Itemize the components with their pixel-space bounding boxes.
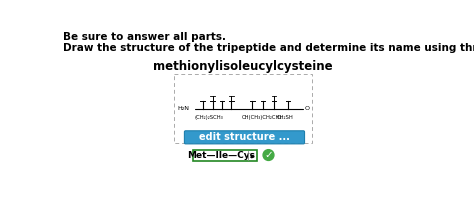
Text: CH(CH₃)CH₂CH₃: CH(CH₃)CH₂CH₃ [241, 115, 282, 120]
Text: edit structure ...: edit structure ... [199, 132, 290, 142]
Text: O: O [305, 106, 310, 111]
Text: ▾: ▾ [250, 151, 254, 160]
FancyBboxPatch shape [193, 150, 257, 161]
Circle shape [263, 150, 274, 160]
Text: CH₂SH: CH₂SH [277, 115, 294, 120]
Text: H₂N: H₂N [177, 106, 190, 111]
Text: (CH₂)₂SCH₃: (CH₂)₂SCH₃ [194, 115, 223, 120]
FancyBboxPatch shape [184, 131, 304, 144]
Text: methionylisoleucylcysteine: methionylisoleucylcysteine [153, 59, 333, 73]
Text: Met—Ile—Cys: Met—Ile—Cys [187, 151, 255, 160]
Text: Be sure to answer all parts.: Be sure to answer all parts. [63, 32, 226, 42]
Text: ✓: ✓ [264, 150, 273, 160]
Text: Draw the structure of the tripeptide and determine its name using three-letter a: Draw the structure of the tripeptide and… [63, 43, 474, 53]
